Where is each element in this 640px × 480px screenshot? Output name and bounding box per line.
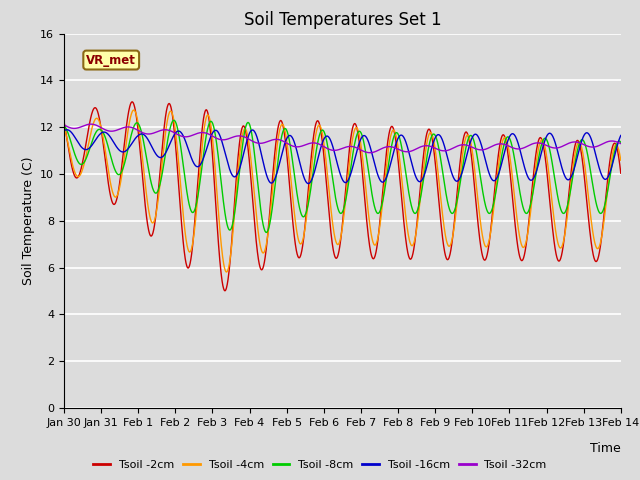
Tsoil -8cm — [60, 122, 68, 128]
Line: Tsoil -16cm: Tsoil -16cm — [64, 130, 621, 183]
Tsoil -32cm — [617, 141, 625, 146]
Tsoil -8cm — [568, 179, 576, 184]
Tsoil -4cm — [568, 172, 576, 178]
Tsoil -32cm — [359, 148, 367, 154]
Tsoil -4cm — [216, 223, 223, 228]
Tsoil -8cm — [371, 205, 379, 211]
Tsoil -2cm — [584, 206, 591, 212]
Text: Time: Time — [590, 442, 621, 455]
Tsoil -4cm — [130, 107, 138, 113]
Tsoil -4cm — [584, 186, 591, 192]
Tsoil -2cm — [617, 170, 625, 176]
Tsoil -16cm — [584, 130, 591, 136]
Tsoil -32cm — [366, 150, 374, 156]
Tsoil -32cm — [505, 143, 513, 149]
Tsoil -4cm — [505, 146, 513, 152]
Tsoil -2cm — [128, 99, 136, 105]
Legend: Tsoil -2cm, Tsoil -4cm, Tsoil -8cm, Tsoil -16cm, Tsoil -32cm: Tsoil -2cm, Tsoil -4cm, Tsoil -8cm, Tsoi… — [89, 456, 551, 474]
Tsoil -4cm — [359, 158, 367, 164]
Tsoil -32cm — [371, 149, 379, 155]
Tsoil -4cm — [60, 123, 68, 129]
Tsoil -2cm — [221, 288, 228, 294]
Tsoil -4cm — [223, 269, 230, 275]
Tsoil -2cm — [60, 119, 68, 124]
Tsoil -2cm — [359, 176, 367, 181]
Tsoil -8cm — [505, 134, 513, 140]
Tsoil -32cm — [87, 121, 95, 127]
Tsoil -8cm — [262, 229, 270, 235]
Tsoil -16cm — [617, 132, 625, 138]
Tsoil -16cm — [568, 172, 576, 178]
Tsoil -32cm — [60, 122, 68, 128]
Tsoil -16cm — [505, 136, 513, 142]
Tsoil -2cm — [216, 254, 223, 260]
Tsoil -32cm — [568, 139, 576, 145]
Tsoil -4cm — [617, 157, 625, 163]
Tsoil -32cm — [584, 143, 591, 149]
Tsoil -16cm — [60, 128, 68, 133]
Line: Tsoil -2cm: Tsoil -2cm — [64, 102, 621, 291]
Tsoil -8cm — [216, 165, 223, 170]
Line: Tsoil -4cm: Tsoil -4cm — [64, 110, 621, 272]
Y-axis label: Soil Temperature (C): Soil Temperature (C) — [22, 156, 35, 285]
Tsoil -16cm — [359, 133, 367, 139]
Tsoil -2cm — [568, 161, 576, 167]
Tsoil -16cm — [216, 132, 223, 138]
Tsoil -8cm — [584, 151, 591, 157]
Line: Tsoil -8cm: Tsoil -8cm — [64, 120, 621, 232]
Tsoil -16cm — [371, 163, 379, 168]
Tsoil -8cm — [170, 118, 178, 123]
Line: Tsoil -32cm: Tsoil -32cm — [64, 124, 621, 153]
Tsoil -16cm — [305, 180, 312, 186]
Tsoil -16cm — [63, 127, 70, 132]
Tsoil -2cm — [505, 156, 513, 162]
Tsoil -4cm — [371, 242, 379, 248]
Tsoil -32cm — [216, 136, 223, 142]
Text: VR_met: VR_met — [86, 54, 136, 67]
Tsoil -8cm — [359, 135, 367, 141]
Tsoil -2cm — [371, 253, 379, 259]
Tsoil -8cm — [617, 140, 625, 145]
Title: Soil Temperatures Set 1: Soil Temperatures Set 1 — [244, 11, 441, 29]
